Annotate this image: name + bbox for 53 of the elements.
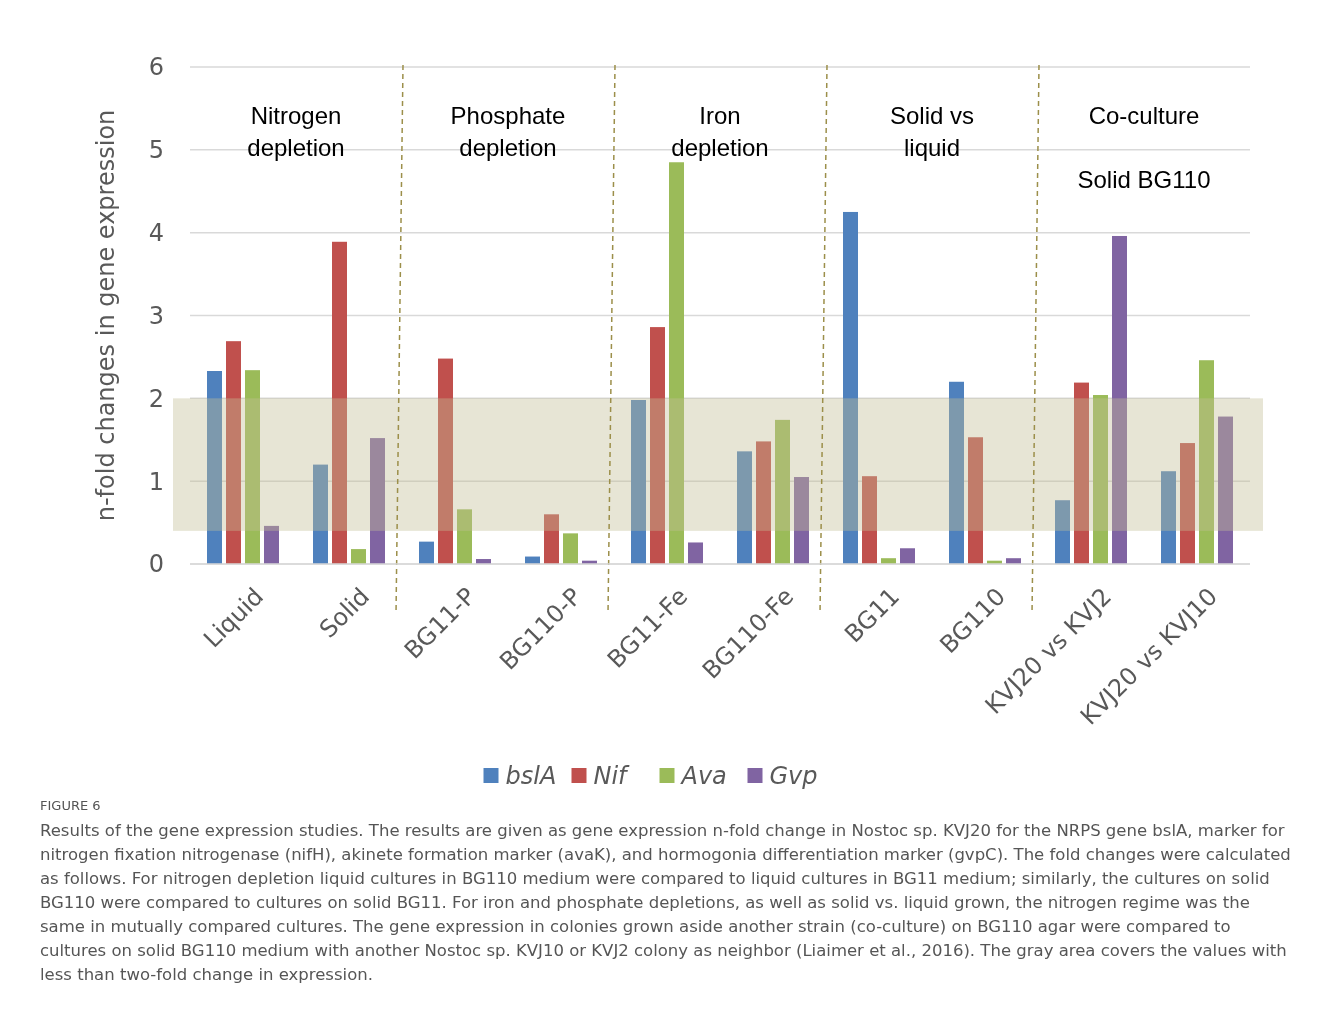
legend-label: Gvp [769,762,818,791]
bar [1093,395,1108,564]
bar [1199,360,1214,564]
bar [264,525,279,564]
bar [631,399,646,564]
y-tick-label: 5 [148,136,164,165]
bar [968,437,983,564]
bar [1161,471,1176,564]
text: Results of the gene expression studies. The results are given as gene expression n-fold change in Nostoc sp. KVJ20 for the NRPS gene bslA, marker for nitrogen fixation nitrogenase (nifH), akinete formation marker (avaK), and hormogonia differentiation marker (gvpC). The fold changes were calculated as follows. For nitrogen depletion liquid cultures in BG110 medium were compared to liquid cultures in BG11 medium; similarly, the cultures on solid BG110 were compared to cultures on solid BG11. For iron and phosphate depletions, as well as solid vs. liquid grown, the nitrogen regime was the same in mutually compared cultures. The gene expression in colonies grown aside another strain (co-culture) on BG110 agar were compared to cultures on solid BG110 medium with another Nostoc sp. KVJ10 or KVJ2 colony as neighbor (Liaimer et al., 2016). The gray area covers the values with less than two-fold change in expression. [40,820,1291,986]
bar [419,541,434,564]
bar [313,464,328,564]
bar [650,327,665,564]
bar [688,542,703,564]
bar [669,162,684,564]
bar [756,441,771,564]
bar [1112,235,1127,564]
y-tick-label: 0 [148,550,164,579]
bar [862,476,877,564]
y-tick-label: 3 [148,301,164,330]
bar [351,549,366,564]
legend-label: bslA [505,762,557,791]
bar [843,211,858,564]
bar [1218,416,1233,564]
y-tick-label: 6 [148,53,164,82]
legend-label: Ava [679,762,727,791]
bar [949,381,964,564]
bar [370,438,385,564]
text: Co-culture Solid BG110 [1077,102,1211,193]
bar [245,370,260,564]
y-axis-title: n-fold changes in gene expression [92,109,120,522]
annotation: Phosphate depletion [450,102,566,161]
bar [1055,500,1070,564]
bar [438,358,453,564]
bar [794,477,809,564]
annotation: Solid vs liquid [889,102,975,161]
y-tick-label: 2 [148,384,164,413]
text: FIGURE 6 [40,798,102,813]
legend-label: Nif [593,762,631,791]
bar [563,533,578,564]
annotation: Iron depletion [671,102,769,161]
y-tick-label: 4 [148,219,164,248]
bar [1180,443,1195,564]
y-tick-label: 1 [148,467,164,496]
bar [332,241,347,564]
annotation: Nitrogen depletion [247,102,345,161]
bar [737,451,752,564]
bar [900,548,915,564]
bar [457,509,472,564]
bar [775,419,790,564]
bar [544,514,559,564]
bar [207,371,222,564]
bar [1074,382,1089,564]
bar [226,341,241,564]
